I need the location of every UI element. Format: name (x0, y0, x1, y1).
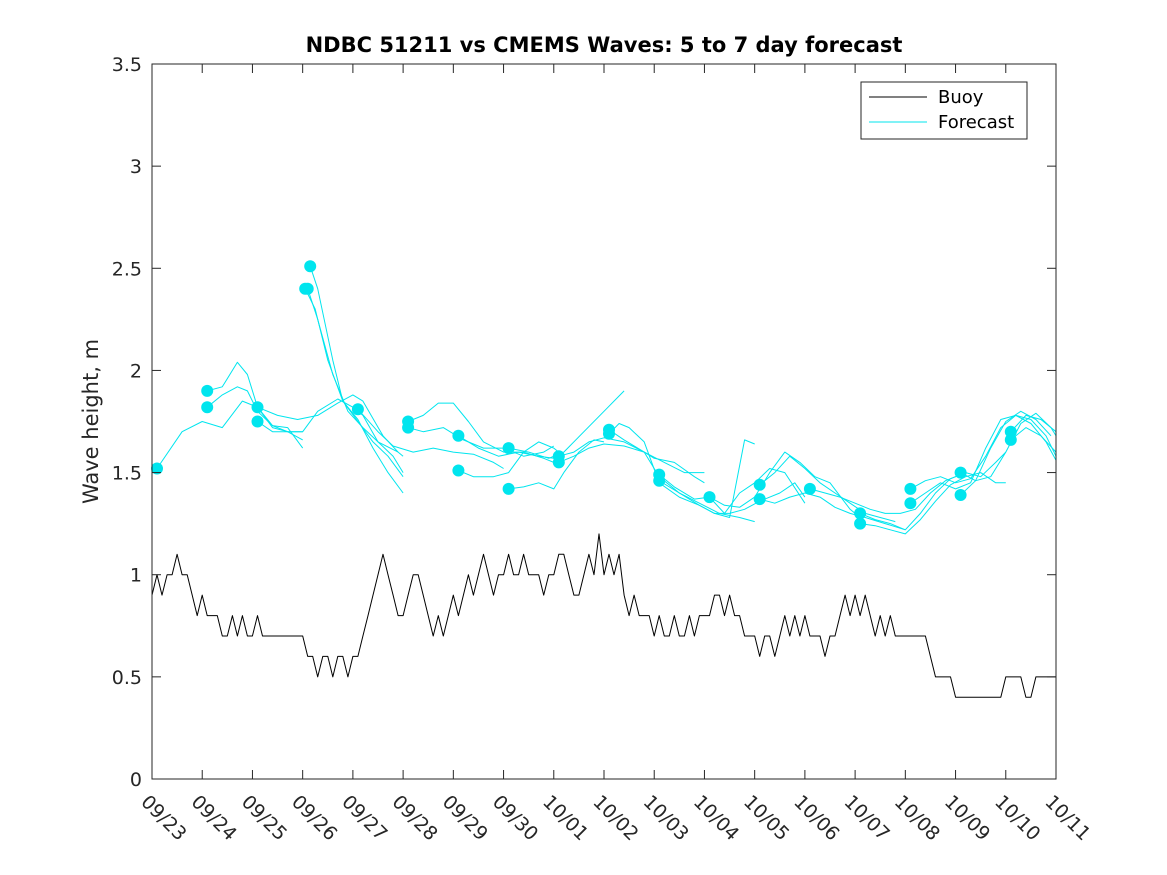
forecast-series-line-3 (206, 386, 303, 433)
forecast-start-marker-16 (552, 456, 565, 469)
forecast-series-line-9 (357, 408, 504, 469)
forecast-series-line-19 (608, 423, 755, 518)
forecast-start-marker-31 (1004, 425, 1017, 438)
forecast-series-line-14 (508, 390, 625, 459)
plot-area (152, 64, 1056, 779)
forecast-start-marker-14 (502, 482, 515, 495)
forecast-start-marker-18 (603, 427, 615, 440)
forecast-series-line-1 (156, 400, 303, 469)
y-tick-label: 2.5 (112, 258, 142, 280)
forecast-start-marker-21 (703, 491, 716, 504)
forecast-start-marker-22 (753, 478, 766, 491)
chart-title: NDBC 51211 vs CMEMS Waves: 5 to 7 day fo… (306, 33, 903, 57)
forecast-start-marker-28 (904, 497, 917, 510)
forecast-series-line-23 (759, 455, 896, 523)
forecast-start-marker-10 (402, 421, 415, 434)
forecast-start-marker-3 (251, 401, 264, 414)
forecast-start-marker-29 (954, 466, 967, 479)
forecast-series-line-16 (558, 437, 705, 484)
legend-label-buoy: Buoy (938, 87, 984, 108)
forecast-series-line-29 (910, 414, 1057, 504)
forecast-start-marker-27 (904, 482, 917, 495)
y-tick-label: 1 (130, 565, 142, 587)
forecast-series-line-22 (709, 451, 856, 514)
forecast-series-line-17 (558, 443, 705, 474)
forecast-series-line-2 (207, 361, 304, 449)
forecast-start-marker-25 (854, 507, 867, 520)
forecast-start-marker-30 (954, 489, 967, 501)
forecast-series-line-11 (407, 427, 555, 457)
forecast-series-line-25 (809, 476, 956, 514)
forecast-start-marker-11 (452, 429, 465, 442)
buoy-series-line (151, 533, 1056, 698)
forecast-series-line-33 (960, 410, 1052, 496)
forecast-series-line-8 (304, 288, 404, 494)
forecast-series-line-31 (1010, 414, 1057, 433)
y-tick-label: 2 (130, 360, 142, 382)
forecast-start-marker-26 (854, 517, 867, 530)
forecast-start-marker-7 (299, 282, 312, 295)
forecast-start-marker-1 (201, 384, 214, 397)
series-layer (151, 266, 1057, 698)
forecast-series-line-13 (458, 441, 565, 478)
legend: Buoy Forecast (860, 81, 1028, 140)
forecast-series-line-27 (860, 472, 1006, 535)
legend-label-forecast: Forecast (938, 112, 1014, 133)
y-tick-label: 3 (130, 156, 142, 178)
y-tick-label: 0 (130, 769, 142, 791)
forecast-start-marker-8 (351, 403, 364, 416)
forecast-series-line-6 (309, 266, 404, 477)
forecast-start-marker-32 (1004, 433, 1017, 446)
legend-box (860, 81, 1028, 140)
forecast-start-marker-20 (653, 474, 666, 487)
y-tick-label: 0.5 (112, 667, 142, 689)
forecast-start-marker-24 (803, 482, 816, 495)
marker-layer (151, 260, 1017, 530)
forecast-start-marker-5 (304, 260, 317, 273)
forecast-series-line-24 (759, 492, 906, 531)
y-tick-label: 3.5 (112, 54, 142, 76)
y-tick-label: 1.5 (112, 463, 142, 485)
forecast-start-marker-2 (201, 401, 214, 414)
forecast-start-marker-13 (502, 442, 515, 455)
forecast-series-line-5 (257, 398, 399, 453)
forecast-start-marker-4 (251, 415, 264, 428)
forecast-series-line-32 (1010, 427, 1057, 453)
forecast-series-line-15 (508, 439, 605, 490)
forecast-start-marker-0 (151, 462, 163, 475)
forecast-start-marker-23 (753, 493, 766, 506)
forecast-series-line-21 (658, 480, 806, 514)
forecast-start-marker-12 (452, 464, 465, 477)
y-axis-label: Wave height, m (79, 339, 103, 504)
forecast-series-line-28 (910, 414, 1057, 490)
forecast-series-line-26 (859, 451, 1007, 531)
